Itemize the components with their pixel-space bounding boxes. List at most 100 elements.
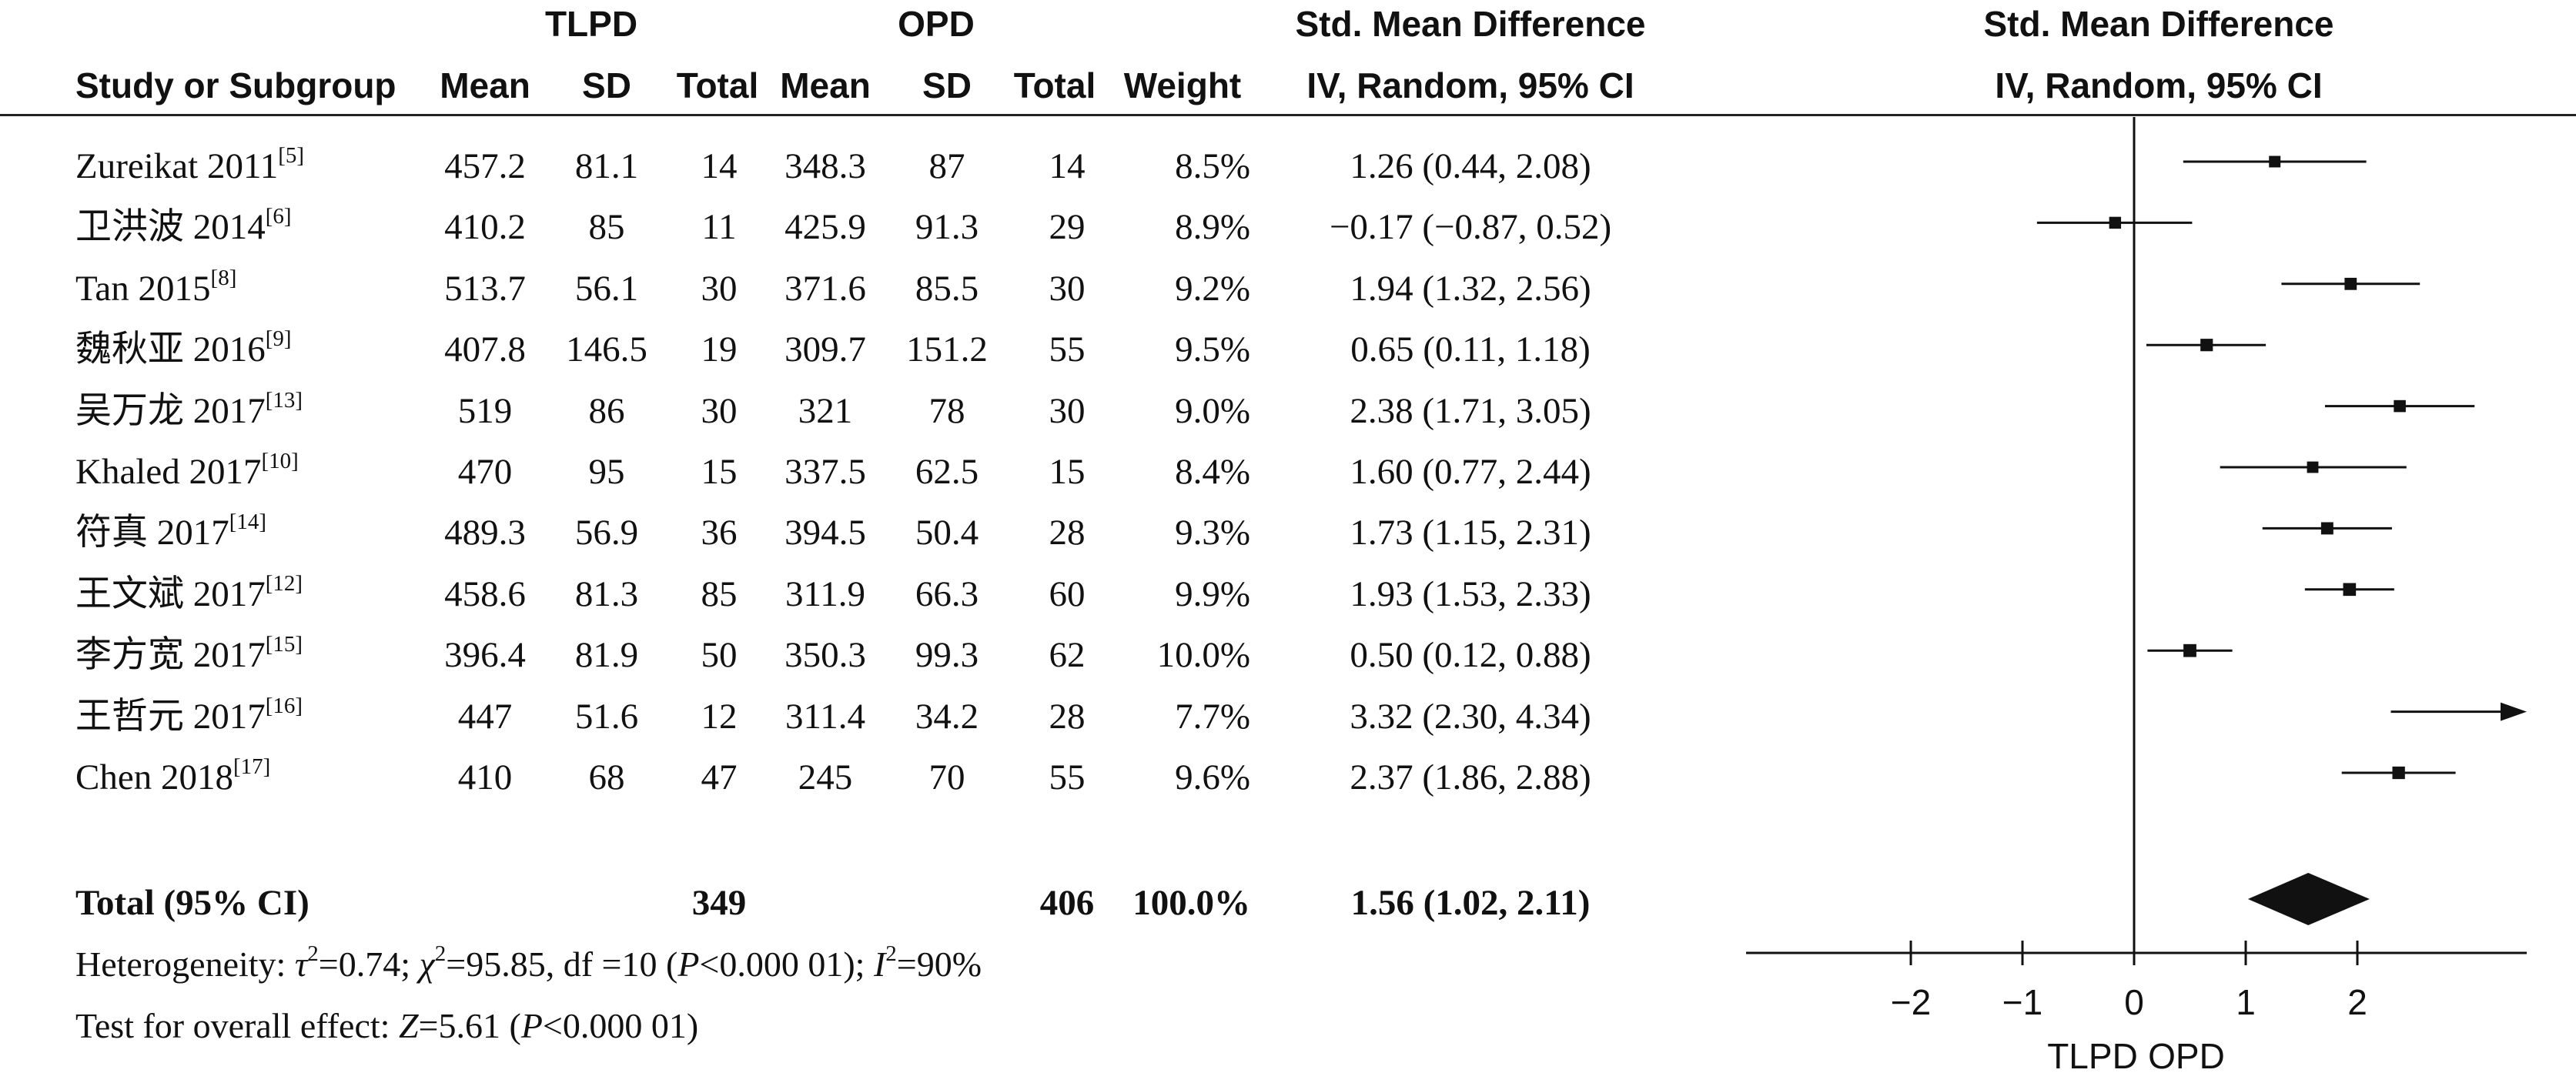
group2-header: OPD bbox=[898, 4, 975, 44]
sd2-cell: 66.3 bbox=[915, 573, 979, 614]
mean1-cell: 457.2 bbox=[444, 146, 526, 186]
weight-cell: 10.0% bbox=[1156, 635, 1250, 676]
total1-cell: 12 bbox=[701, 696, 738, 737]
total1-cell: 14 bbox=[701, 146, 738, 186]
sd2-cell: 34.2 bbox=[915, 696, 979, 737]
sd2-cell: 78 bbox=[928, 390, 965, 431]
overall-effect-text: Test for overall effect: Z=5.61 (P<0.000… bbox=[75, 1006, 699, 1045]
total2-cell: 28 bbox=[1049, 513, 1086, 553]
mean1-cell: 489.3 bbox=[444, 513, 526, 553]
sd2-cell: 87 bbox=[928, 146, 965, 186]
ci-cell: −0.17 (−0.87, 0.52) bbox=[1329, 207, 1612, 248]
pooled-diamond bbox=[2247, 873, 2370, 925]
study-name-cell: 魏秋亚 2016[9] bbox=[75, 326, 292, 370]
total1-cell: 30 bbox=[701, 268, 738, 309]
study-name-cell: 王文斌 2017[12] bbox=[75, 570, 303, 614]
mean2-header: Mean bbox=[780, 65, 871, 105]
total2-cell: 28 bbox=[1049, 696, 1086, 737]
total1-cell: 50 bbox=[701, 635, 738, 676]
weight-cell: 9.2% bbox=[1175, 268, 1250, 309]
mean1-cell: 458.6 bbox=[444, 573, 526, 614]
sd1-cell: 146.5 bbox=[566, 329, 647, 370]
ci-cell: 1.26 (0.44, 2.08) bbox=[1350, 146, 1591, 186]
study-estimate-marker bbox=[2343, 583, 2357, 597]
study-name-cell: 李方宽 2017[15] bbox=[75, 632, 303, 676]
study-name-cell: Khaled 2017[10] bbox=[75, 449, 299, 492]
sd1-header: SD bbox=[582, 65, 631, 105]
ci-cell: 1.60 (0.77, 2.44) bbox=[1350, 452, 1591, 492]
mean1-cell: 396.4 bbox=[444, 635, 526, 676]
weight-cell: 9.9% bbox=[1175, 573, 1250, 614]
ci-cell: 3.32 (2.30, 4.34) bbox=[1350, 696, 1591, 737]
study-name-cell: 吴万龙 2017[13] bbox=[75, 387, 303, 431]
axis-label-left: TLPD bbox=[2047, 1036, 2138, 1073]
total1-cell: 11 bbox=[701, 207, 737, 248]
total1-cell: 85 bbox=[701, 573, 738, 614]
weight-cell: 9.0% bbox=[1175, 390, 1250, 431]
sd2-cell: 91.3 bbox=[915, 207, 979, 248]
weight-header: Weight bbox=[1123, 65, 1242, 105]
study-name-cell: Tan 2015[8] bbox=[75, 265, 237, 309]
total2-cell: 55 bbox=[1049, 329, 1086, 370]
study-estimate-marker bbox=[2109, 216, 2122, 229]
sd1-cell: 51.6 bbox=[574, 696, 639, 737]
total1-cell: 30 bbox=[701, 390, 738, 431]
mean2-cell: 337.5 bbox=[785, 452, 866, 492]
mean1-cell: 410 bbox=[457, 757, 513, 797]
study-estimate-marker bbox=[2394, 399, 2406, 413]
total2-cell: 62 bbox=[1049, 635, 1086, 676]
mean1-cell: 513.7 bbox=[444, 268, 526, 309]
weight-cell: 9.3% bbox=[1175, 513, 1250, 553]
sd1-cell: 81.9 bbox=[574, 635, 639, 676]
x-tick-label: −2 bbox=[1891, 982, 1931, 1022]
header-rule bbox=[0, 114, 2576, 116]
heterogeneity-text: Heterogeneity: τ2=0.74; χ2=95.85, df =10… bbox=[75, 941, 982, 984]
sd1-cell: 81.1 bbox=[574, 146, 639, 186]
total-row-label: Total (95% CI) bbox=[75, 883, 309, 923]
ci-cell: 2.38 (1.71, 3.05) bbox=[1350, 390, 1591, 431]
ci-overflow-arrow bbox=[2501, 702, 2527, 721]
plot-method-header: IV, Random, 95% CI bbox=[1995, 65, 2323, 105]
ci-cell: 0.50 (0.12, 0.88) bbox=[1350, 635, 1591, 676]
ci-cell: 1.73 (1.15, 2.31) bbox=[1350, 513, 1591, 553]
study-estimate-marker bbox=[2320, 522, 2333, 535]
total2-cell: 60 bbox=[1049, 573, 1086, 614]
sd2-cell: 50.4 bbox=[915, 513, 979, 553]
study-estimate-marker bbox=[2392, 766, 2405, 780]
total2-cell: 55 bbox=[1049, 757, 1086, 797]
sd1-cell: 68 bbox=[588, 757, 625, 797]
mean1-cell: 447 bbox=[457, 696, 513, 737]
mean2-cell: 309.7 bbox=[785, 329, 866, 370]
mean2-cell: 371.6 bbox=[785, 268, 866, 309]
sd2-cell: 70 bbox=[928, 757, 965, 797]
ci-cell: 1.93 (1.53, 2.33) bbox=[1350, 573, 1591, 614]
sd1-cell: 81.3 bbox=[574, 573, 639, 614]
study-estimate-marker bbox=[2269, 155, 2281, 168]
sd1-cell: 56.9 bbox=[574, 513, 639, 553]
study-name-cell: 卫洪波 2014[6] bbox=[75, 204, 292, 248]
weight-cell: 8.9% bbox=[1175, 207, 1250, 248]
study-name-cell: Zureikat 2011[5] bbox=[75, 143, 305, 186]
weight-cell: 9.6% bbox=[1175, 757, 1250, 797]
total1-cell: 36 bbox=[701, 513, 738, 553]
total-row-n2: 406 bbox=[1039, 883, 1095, 923]
total-row-weight: 100.0% bbox=[1132, 883, 1250, 923]
x-tick-label: 1 bbox=[2236, 982, 2256, 1022]
total1-header: Total bbox=[676, 65, 759, 105]
total2-cell: 15 bbox=[1049, 452, 1086, 492]
ci-cell: 1.94 (1.32, 2.56) bbox=[1350, 268, 1591, 309]
ci-cell: 2.37 (1.86, 2.88) bbox=[1350, 757, 1591, 797]
study-estimate-marker bbox=[2344, 277, 2357, 290]
sd1-cell: 95 bbox=[588, 452, 625, 492]
mean1-cell: 470 bbox=[457, 452, 513, 492]
mean2-cell: 394.5 bbox=[785, 513, 866, 553]
sd2-cell: 62.5 bbox=[915, 452, 979, 492]
study-name-cell: 符真 2017[14] bbox=[75, 510, 267, 553]
weight-cell: 9.5% bbox=[1175, 329, 1250, 370]
x-tick-label: −1 bbox=[2002, 982, 2042, 1022]
total1-cell: 19 bbox=[701, 329, 738, 370]
x-tick-label: 2 bbox=[2347, 982, 2367, 1022]
mean2-cell: 321 bbox=[798, 390, 853, 431]
sd2-header: SD bbox=[922, 65, 972, 105]
sd1-cell: 85 bbox=[588, 207, 625, 248]
